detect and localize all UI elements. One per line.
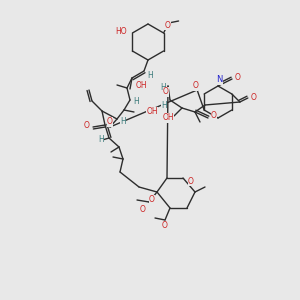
Text: O: O <box>162 221 168 230</box>
Text: O: O <box>188 176 194 185</box>
Text: O: O <box>107 118 113 127</box>
Text: H: H <box>147 70 153 80</box>
Text: O: O <box>149 196 155 205</box>
Text: H: H <box>160 82 166 91</box>
Text: O: O <box>235 73 241 82</box>
Text: O: O <box>140 206 146 214</box>
Text: O: O <box>165 20 170 29</box>
Text: OH: OH <box>146 107 158 116</box>
Text: H: H <box>120 118 126 127</box>
Text: O: O <box>192 82 198 91</box>
Text: OH: OH <box>135 80 147 89</box>
Text: H: H <box>98 136 104 145</box>
Text: N: N <box>216 76 222 85</box>
Text: H: H <box>161 100 167 109</box>
Text: H: H <box>133 98 139 106</box>
Text: HO: HO <box>116 28 127 37</box>
Text: O: O <box>211 110 217 119</box>
Text: O: O <box>251 92 257 101</box>
Text: OH: OH <box>162 113 174 122</box>
Text: O: O <box>163 88 169 97</box>
Text: O: O <box>84 122 90 130</box>
